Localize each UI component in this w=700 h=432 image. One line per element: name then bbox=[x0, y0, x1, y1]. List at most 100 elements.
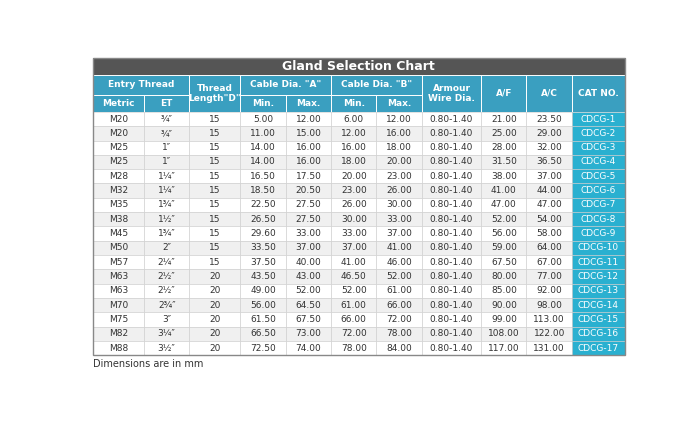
Text: 0.80-1.40: 0.80-1.40 bbox=[430, 129, 473, 138]
Bar bbox=[377, 298, 422, 312]
Text: 33.00: 33.00 bbox=[295, 229, 321, 238]
Text: 58.00: 58.00 bbox=[536, 229, 562, 238]
Bar bbox=[93, 112, 144, 126]
Text: CDCG-15: CDCG-15 bbox=[578, 315, 619, 324]
Text: 27.50: 27.50 bbox=[295, 215, 321, 224]
Bar bbox=[93, 327, 144, 341]
Text: 1¼″: 1¼″ bbox=[158, 186, 176, 195]
Bar bbox=[286, 169, 331, 184]
Text: 18.50: 18.50 bbox=[250, 186, 276, 195]
Text: 67.00: 67.00 bbox=[536, 257, 562, 267]
Bar bbox=[286, 269, 331, 284]
Text: CDCG-13: CDCG-13 bbox=[578, 286, 619, 295]
Text: Min.: Min. bbox=[252, 99, 274, 108]
Text: 1¾″: 1¾″ bbox=[158, 229, 176, 238]
Bar bbox=[286, 184, 331, 198]
Text: 16.00: 16.00 bbox=[386, 129, 412, 138]
Bar bbox=[241, 255, 286, 269]
Bar bbox=[422, 226, 481, 241]
Text: 14.00: 14.00 bbox=[251, 143, 276, 152]
Bar bbox=[377, 140, 422, 155]
Bar bbox=[241, 226, 286, 241]
Bar bbox=[93, 298, 144, 312]
Text: 25.00: 25.00 bbox=[491, 129, 517, 138]
Bar bbox=[377, 126, 422, 140]
Bar bbox=[144, 184, 190, 198]
Bar bbox=[331, 241, 377, 255]
Bar bbox=[331, 140, 377, 155]
Bar bbox=[377, 241, 422, 255]
Bar bbox=[526, 112, 572, 126]
Bar bbox=[422, 112, 481, 126]
Text: 1″: 1″ bbox=[162, 158, 172, 166]
Bar bbox=[241, 112, 286, 126]
Bar bbox=[286, 95, 331, 112]
Text: 21.00: 21.00 bbox=[491, 114, 517, 124]
Text: 37.00: 37.00 bbox=[536, 172, 562, 181]
Text: 37.00: 37.00 bbox=[295, 243, 321, 252]
Text: CDCG-9: CDCG-9 bbox=[580, 229, 616, 238]
Bar bbox=[526, 327, 572, 341]
Bar bbox=[241, 198, 286, 212]
Bar bbox=[481, 198, 526, 212]
Bar bbox=[331, 212, 377, 226]
Text: Metric: Metric bbox=[102, 99, 134, 108]
Bar bbox=[572, 255, 624, 269]
Text: M63: M63 bbox=[109, 286, 128, 295]
Bar bbox=[377, 212, 422, 226]
Text: 108.00: 108.00 bbox=[488, 329, 519, 338]
Text: M82: M82 bbox=[109, 329, 128, 338]
Bar bbox=[144, 95, 190, 112]
Bar bbox=[93, 126, 144, 140]
Bar bbox=[377, 169, 422, 184]
Bar bbox=[377, 155, 422, 169]
Text: 2″: 2″ bbox=[162, 243, 172, 252]
Text: 41.00: 41.00 bbox=[491, 186, 517, 195]
Text: 61.00: 61.00 bbox=[341, 301, 367, 310]
Text: CDCG-8: CDCG-8 bbox=[580, 215, 616, 224]
Text: CDCG-5: CDCG-5 bbox=[580, 172, 616, 181]
Bar bbox=[572, 312, 624, 327]
Bar bbox=[331, 198, 377, 212]
Text: 74.00: 74.00 bbox=[295, 343, 321, 353]
Text: 12.00: 12.00 bbox=[341, 129, 367, 138]
Bar bbox=[144, 327, 190, 341]
Text: M25: M25 bbox=[109, 158, 128, 166]
Text: 3″: 3″ bbox=[162, 315, 172, 324]
Text: 67.50: 67.50 bbox=[295, 315, 321, 324]
Bar bbox=[286, 140, 331, 155]
Bar bbox=[331, 112, 377, 126]
Text: M28: M28 bbox=[109, 172, 128, 181]
Text: 47.00: 47.00 bbox=[536, 200, 562, 210]
Text: 56.00: 56.00 bbox=[250, 301, 276, 310]
Bar bbox=[331, 95, 377, 112]
Bar bbox=[190, 112, 241, 126]
Text: 26.50: 26.50 bbox=[251, 215, 276, 224]
Bar bbox=[241, 140, 286, 155]
Text: 37.00: 37.00 bbox=[341, 243, 367, 252]
Bar bbox=[190, 284, 241, 298]
Bar bbox=[190, 184, 241, 198]
Bar bbox=[481, 226, 526, 241]
Text: 117.00: 117.00 bbox=[488, 343, 519, 353]
Text: CDCG-6: CDCG-6 bbox=[580, 186, 616, 195]
Bar bbox=[377, 184, 422, 198]
Bar bbox=[190, 169, 241, 184]
Text: 52.00: 52.00 bbox=[386, 272, 412, 281]
Bar bbox=[331, 255, 377, 269]
Text: 20.50: 20.50 bbox=[295, 186, 321, 195]
Text: Min.: Min. bbox=[343, 99, 365, 108]
Text: 15: 15 bbox=[209, 243, 220, 252]
Bar bbox=[526, 169, 572, 184]
Bar bbox=[144, 284, 190, 298]
Bar bbox=[526, 269, 572, 284]
Bar bbox=[481, 298, 526, 312]
Bar bbox=[144, 269, 190, 284]
Bar bbox=[144, 155, 190, 169]
Bar bbox=[572, 112, 624, 126]
Text: 2½″: 2½″ bbox=[158, 272, 176, 281]
Bar bbox=[190, 155, 241, 169]
Bar bbox=[526, 155, 572, 169]
Text: 131.00: 131.00 bbox=[533, 343, 565, 353]
Bar bbox=[93, 312, 144, 327]
